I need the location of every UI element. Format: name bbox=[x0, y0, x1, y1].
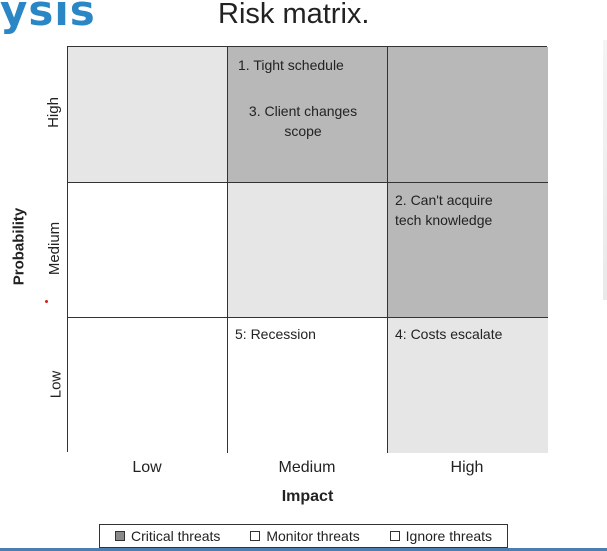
risk-cant-acquire-tech-knowledge: 2. Can't acquire tech knowledge bbox=[395, 192, 493, 228]
right-edge-panel bbox=[603, 40, 607, 300]
y-level-high: High bbox=[44, 97, 62, 128]
y-level-medium: Medium bbox=[46, 221, 64, 276]
diagram-title: Risk matrix. bbox=[218, 0, 370, 30]
red-dot-marker bbox=[45, 300, 48, 303]
legend-swatch-monitor bbox=[250, 531, 261, 541]
cell-low-prob-low-impact bbox=[68, 318, 228, 453]
legend-item-critical: Critical threats bbox=[114, 528, 221, 544]
x-level-low: Low bbox=[132, 459, 162, 476]
cell-medium-prob-high-impact: 2. Can't acquire tech knowledge bbox=[388, 183, 548, 318]
risk-costs-escalate: 4: Costs escalate bbox=[395, 326, 503, 342]
cell-low-prob-high-impact: 4: Costs escalate bbox=[388, 318, 548, 453]
risk-tight-schedule: 1. Tight schedule bbox=[238, 57, 344, 73]
cell-high-prob-low-impact bbox=[68, 47, 228, 183]
y-axis-title: Probability bbox=[10, 207, 28, 286]
cell-medium-prob-medium-impact bbox=[228, 183, 388, 318]
banner-heading-fragment: ysis bbox=[0, 0, 96, 35]
risk-matrix-grid: 1. Tight schedule 3. Client changes scop… bbox=[67, 46, 548, 453]
legend-item-ignore: Ignore threats bbox=[389, 528, 493, 544]
risk-recession: 5: Recession bbox=[235, 326, 316, 342]
risk-client-changes-scope: 3. Client changes scope bbox=[248, 103, 358, 139]
y-level-low: Low bbox=[47, 370, 65, 399]
legend: Critical threats Monitor threats Ignore … bbox=[99, 524, 508, 548]
legend-label-monitor: Monitor threats bbox=[266, 528, 360, 544]
cell-low-prob-medium-impact: 5: Recession bbox=[228, 318, 388, 453]
legend-label-critical: Critical threats bbox=[130, 528, 221, 544]
cell-high-prob-medium-impact: 1. Tight schedule 3. Client changes scop… bbox=[228, 47, 388, 183]
x-level-medium: Medium bbox=[278, 459, 336, 476]
legend-swatch-ignore bbox=[389, 531, 400, 541]
cell-high-prob-high-impact bbox=[388, 47, 548, 183]
x-axis-title: Impact bbox=[281, 488, 334, 505]
bottom-divider bbox=[0, 548, 607, 551]
legend-label-ignore: Ignore threats bbox=[405, 528, 493, 544]
x-level-high: High bbox=[450, 459, 484, 476]
cell-medium-prob-low-impact bbox=[68, 183, 228, 318]
legend-swatch-critical bbox=[114, 531, 125, 541]
legend-item-monitor: Monitor threats bbox=[250, 528, 360, 544]
